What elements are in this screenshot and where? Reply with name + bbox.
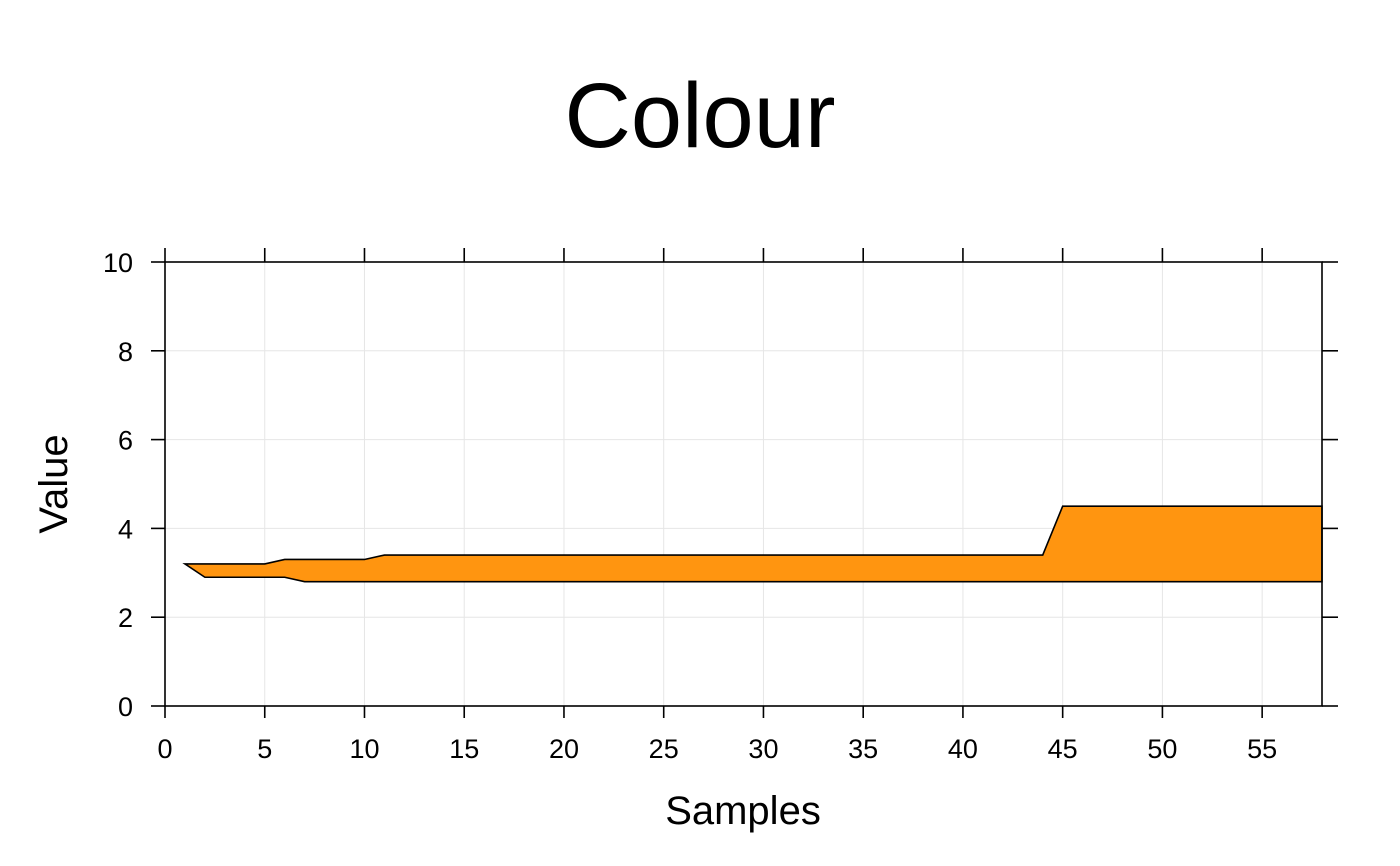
y-axis-label: Value: [32, 434, 76, 533]
x-tick-label: 55: [1247, 734, 1277, 764]
x-tick-label: 5: [257, 734, 272, 764]
axis-ticks: 0 5 10 15 20 25 30 35 40 45 50 55 0 2 4 6 8 10: [103, 248, 1338, 764]
y-tick-label: 8: [118, 337, 133, 367]
x-tick-label: 0: [157, 734, 172, 764]
x-tick-label: 45: [1048, 734, 1078, 764]
x-tick-label: 15: [449, 734, 479, 764]
x-tick-label: 25: [649, 734, 679, 764]
x-tick-label: 50: [1147, 734, 1177, 764]
y-tick-label: 10: [103, 248, 133, 278]
y-tick-label: 2: [118, 603, 133, 633]
plot-area: [182, 505, 1323, 583]
x-tick-label: 40: [948, 734, 978, 764]
y-tick-label: 4: [118, 514, 133, 544]
x-axis-label: Samples: [665, 789, 821, 833]
chart-title: Colour: [564, 65, 835, 167]
x-tick-label: 35: [848, 734, 878, 764]
x-tick-label: 30: [748, 734, 778, 764]
y-tick-label: 6: [118, 426, 133, 456]
x-tick-label: 10: [349, 734, 379, 764]
colour-area: [182, 505, 1323, 583]
y-tick-label: 0: [118, 692, 133, 722]
plot-border: [164, 261, 1323, 707]
x-tick-label: 20: [549, 734, 579, 764]
plot-frame: [164, 261, 1323, 707]
grid: [164, 261, 1322, 707]
